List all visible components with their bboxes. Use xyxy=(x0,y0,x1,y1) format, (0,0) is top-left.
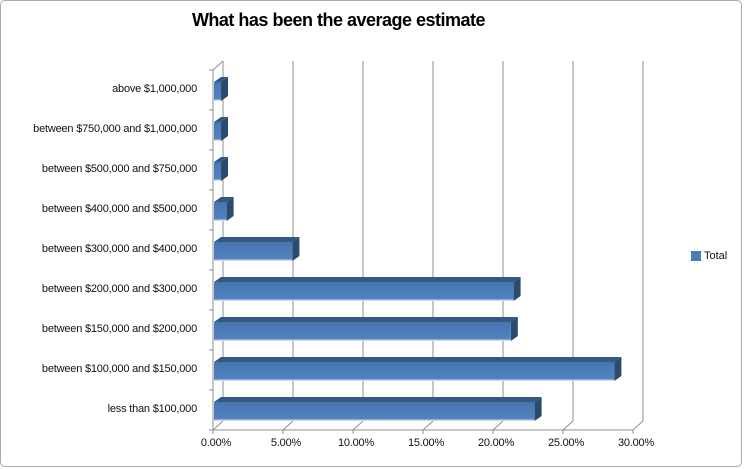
floor-diagonal xyxy=(352,420,364,431)
bar xyxy=(214,157,228,181)
x-axis-tick-label: 10.00% xyxy=(337,437,375,449)
bar xyxy=(214,357,622,381)
floor-diagonal xyxy=(282,420,294,431)
x-axis-tick-label: 30.00% xyxy=(617,437,655,449)
y-axis-label: between $150,000 and $200,000 xyxy=(41,323,197,335)
bar-highlight xyxy=(214,259,293,261)
floor-diagonal xyxy=(492,420,504,431)
bar-front-face xyxy=(214,242,293,261)
x-axis-tick-label: 5.00% xyxy=(270,437,302,449)
floor-diagonal xyxy=(562,420,574,431)
bar-side-face xyxy=(226,197,234,221)
bar-highlight xyxy=(214,339,511,341)
bar-top-face xyxy=(214,77,228,82)
bar-series-total xyxy=(214,77,622,421)
bar-highlight xyxy=(214,379,615,381)
y-axis-label: between $200,000 and $300,000 xyxy=(41,283,197,295)
bar-front-face xyxy=(214,82,221,101)
bar-front-face xyxy=(214,362,615,381)
bar-top-face xyxy=(214,317,518,322)
bar-side-face xyxy=(292,237,300,261)
bar-highlight xyxy=(214,419,535,421)
bar xyxy=(214,317,518,341)
bar-front-face xyxy=(214,402,535,421)
y-axis-label: between $100,000 and $150,000 xyxy=(41,363,197,375)
bar-front-face xyxy=(214,162,221,181)
chart-title: What has been the average estimate xyxy=(191,10,486,30)
bar xyxy=(214,77,228,101)
bar-top-face xyxy=(214,157,228,162)
bar-top-face xyxy=(214,397,542,402)
y-axis-label: between $500,000 and $750,000 xyxy=(41,163,197,175)
bar-front-face xyxy=(214,122,221,141)
bar-highlight xyxy=(214,99,221,101)
bar-front-face xyxy=(214,202,227,221)
bar-side-face xyxy=(510,317,518,341)
x-axis-tick-label: 20.00% xyxy=(477,437,515,449)
bar-highlight xyxy=(214,219,227,221)
bar-top-face xyxy=(214,117,228,122)
bar-front-face xyxy=(214,282,514,301)
bar-side-face xyxy=(221,77,228,101)
floor-diagonal xyxy=(422,420,434,431)
axes xyxy=(209,69,634,434)
legend: Total xyxy=(691,250,727,262)
x-axis-tick-label: 0.00% xyxy=(200,437,232,449)
y-axis-label: between $400,000 and $500,000 xyxy=(41,203,197,215)
bar xyxy=(214,277,521,301)
x-axis-tick-label: 25.00% xyxy=(547,437,585,449)
bar-side-face xyxy=(513,277,521,301)
bar-highlight xyxy=(214,179,221,181)
floor-diagonal xyxy=(632,420,644,431)
bar-side-face xyxy=(614,357,622,381)
bar-top-face xyxy=(214,357,622,362)
y-axis-label: between $300,000 and $400,000 xyxy=(41,243,197,255)
legend-label: Total xyxy=(704,250,728,262)
floor-diagonal xyxy=(212,420,224,431)
bar-side-face xyxy=(221,157,228,181)
bar-highlight xyxy=(214,299,514,301)
y-axis-label: less than $100,000 xyxy=(107,403,198,415)
legend-swatch-icon xyxy=(691,251,701,261)
y-axis-label: between $750,000 and $1,000,000 xyxy=(33,123,197,135)
bar-top-face xyxy=(214,237,300,242)
x-axis-tick-label: 15.00% xyxy=(407,437,445,449)
bar-top-face xyxy=(214,197,234,202)
bar xyxy=(214,117,228,141)
y-axis-label: above $1,000,000 xyxy=(112,83,197,95)
bar-side-face xyxy=(221,117,228,141)
bar xyxy=(214,237,300,261)
bar xyxy=(214,197,234,221)
bar-front-face xyxy=(214,322,511,341)
bar-top-face xyxy=(214,277,521,282)
bar-highlight xyxy=(214,139,221,141)
bar-side-face xyxy=(534,397,542,421)
bar xyxy=(214,397,542,421)
wall-diagonal xyxy=(212,60,224,71)
